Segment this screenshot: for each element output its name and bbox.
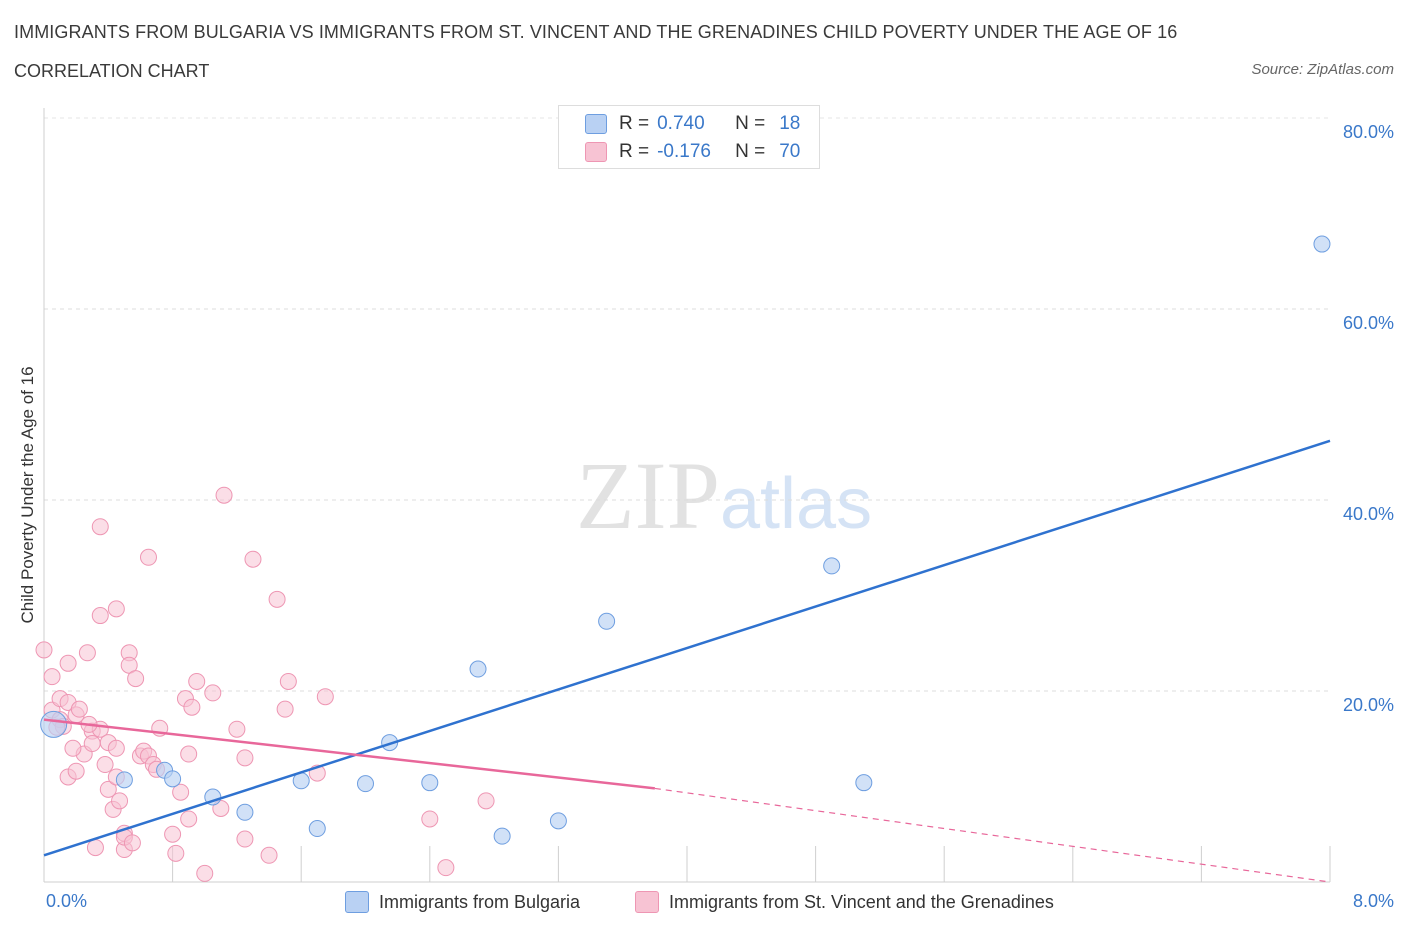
legend-row-bulgaria: R = 0.740 N = 18 [585,112,800,136]
data-point-st-vincent [279,672,297,690]
data-point-st-vincent [236,830,254,848]
bottom-legend-label: Immigrants from St. Vincent and the Gren… [669,891,1054,912]
data-point-bulgaria [823,557,841,575]
data-point-bulgaria [40,710,68,738]
watermark-atlas: atlas [720,464,872,544]
trendline-st-vincent-extension [654,787,1331,883]
data-point-st-vincent [215,486,233,504]
data-point-st-vincent [127,670,145,688]
legend-row-st-vincent: R = -0.176 N = 70 [585,140,800,164]
data-point-bulgaria [357,775,374,793]
data-point-st-vincent [188,672,206,690]
data-point-bulgaria [855,774,873,792]
legend-n-label: N = [735,141,766,162]
data-point-bulgaria [493,827,511,845]
data-point-st-vincent [260,846,278,864]
data-point-bulgaria [308,820,326,838]
data-point-st-vincent [64,739,82,757]
data-point-st-vincent [83,735,101,753]
data-point-st-vincent [204,684,222,702]
data-point-st-vincent [78,644,96,662]
data-point-st-vincent [276,700,294,718]
y-tick-label: 20.0% [1342,695,1394,715]
y-tick-label: 40.0% [1342,504,1394,524]
data-point-st-vincent [164,825,182,843]
legend-r-value: -0.176 [657,141,711,162]
bottom-legend-label: Immigrants from Bulgaria [379,891,581,912]
bottom-legend-bulgaria: Immigrants from Bulgaria [345,890,580,914]
data-point-st-vincent [91,607,109,625]
x-tick-max: 8.0% [1352,891,1394,911]
chart-subtitle: CORRELATION CHART [14,61,210,81]
source-credit: Source: ZipAtlas.com [1251,61,1394,78]
data-point-bulgaria [1313,235,1331,253]
data-point-st-vincent [236,749,254,767]
data-point-st-vincent [43,668,61,686]
legend-n-value: 18 [779,113,801,134]
data-point-st-vincent [167,844,185,862]
data-point-st-vincent [107,739,125,757]
data-point-st-vincent [107,600,125,618]
y-tick-label: 80.0% [1342,122,1394,142]
y-tick-label: 60.0% [1342,313,1394,333]
data-point-st-vincent [139,548,157,566]
data-point-st-vincent [70,700,88,718]
data-point-bulgaria [236,803,254,821]
data-point-st-vincent [196,864,214,882]
data-point-st-vincent [111,792,129,810]
legend-n-label: N = [735,113,766,134]
data-point-st-vincent [477,792,495,810]
trendline-st-vincent [43,718,655,790]
legend-swatch-pink [585,142,607,162]
trendline-bulgaria [43,439,1331,857]
bottom-legend-swatch-blue [345,891,369,913]
data-point-st-vincent [123,834,141,852]
x-tick-min: 0.0% [46,891,88,911]
watermark-zip: ZIP [576,442,720,549]
legend-swatch-blue [585,114,607,134]
data-point-st-vincent [86,839,104,857]
stats-legend: R = 0.740 N = 18 R = -0.176 N = 70 [558,105,820,169]
data-point-st-vincent [35,641,53,659]
data-point-bulgaria [598,612,616,630]
data-point-st-vincent [67,762,85,780]
data-point-bulgaria [469,660,487,678]
bottom-legend-st-vincent: Immigrants from St. Vincent and the Gren… [635,890,1054,914]
data-point-bulgaria [115,771,133,789]
data-point-bulgaria [549,812,567,830]
legend-r-label: R = [619,141,650,162]
data-point-st-vincent [316,688,334,706]
data-point-st-vincent [244,550,262,568]
legend-r-label: R = [619,113,650,134]
data-point-bulgaria [164,770,182,788]
data-point-st-vincent [180,745,198,763]
data-point-st-vincent [172,783,190,801]
data-point-bulgaria [421,774,439,792]
bottom-legend-swatch-pink [635,891,659,913]
data-point-st-vincent [91,518,109,536]
legend-n-value: 70 [779,141,801,162]
data-point-st-vincent [180,810,198,828]
data-point-st-vincent [228,720,246,738]
data-point-st-vincent [268,590,286,608]
data-point-st-vincent [437,859,455,877]
data-point-st-vincent [183,698,201,716]
data-point-st-vincent [59,654,77,672]
data-point-st-vincent [96,756,114,774]
chart-title: IMMIGRANTS FROM BULGARIA VS IMMIGRANTS F… [14,22,1178,42]
data-point-st-vincent [421,810,439,828]
legend-r-value: 0.740 [657,113,705,134]
data-point-st-vincent [99,780,117,798]
